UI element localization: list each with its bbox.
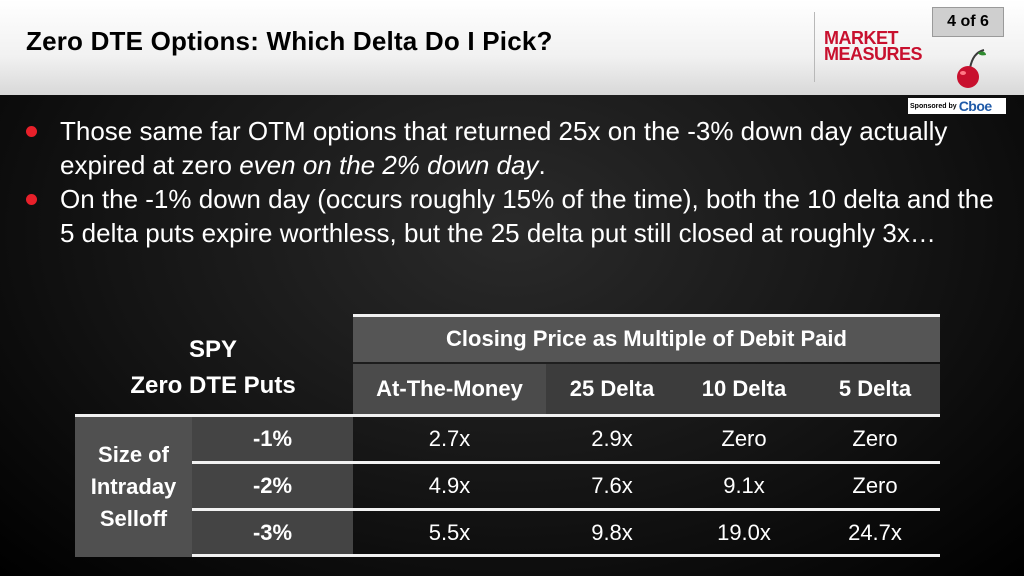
table-cell: 9.8x — [591, 519, 633, 545]
bullet-dot-icon — [26, 126, 37, 137]
bullet-text: Those same far OTM options that returned… — [60, 116, 948, 180]
logo-line-1: MARKET — [824, 28, 899, 48]
column-header-5-delta: 5 Delta — [810, 364, 940, 414]
table-cell: 9.1x — [723, 473, 765, 498]
row-group-line-1: Size of — [98, 442, 169, 467]
table-cell: Zero — [852, 426, 898, 451]
bullet-item: On the -1% down day (occurs roughly 15% … — [20, 182, 1010, 250]
row-group-line-2: Intraday — [90, 474, 177, 499]
table-cell: Zero — [721, 426, 767, 451]
bullet-text: On the -1% down day (occurs roughly 15% … — [60, 184, 994, 248]
table-cell: 7.6x — [591, 473, 633, 498]
slide-title: Zero DTE Options: Which Delta Do I Pick? — [26, 26, 553, 56]
table-column-headers: At-The-Money 25 Delta 10 Delta 5 Delta — [353, 364, 940, 414]
bullet-list: Those same far OTM options that returned… — [20, 114, 1010, 250]
row-group-line-3: Selloff — [99, 506, 168, 531]
corner-line-2: Zero DTE Puts — [130, 372, 296, 399]
column-header-25-delta: 25 Delta — [546, 364, 678, 414]
table-cell: 24.7x — [848, 519, 902, 545]
table-row: -1% 2.7x 2.9x Zero Zero — [192, 414, 940, 461]
slide-header: Zero DTE Options: Which Delta Do I Pick?… — [0, 0, 1024, 95]
table-cell: 4.9x — [428, 473, 471, 498]
table-cell: Zero — [852, 473, 898, 498]
logo-divider — [814, 12, 815, 82]
table-cell: 2.9x — [591, 426, 633, 451]
bullet-emphasis: even on the 2% down day — [239, 150, 539, 180]
table-cell: 5.5x — [428, 519, 471, 545]
bullet-text-end: . — [538, 150, 546, 180]
table-corner-label: SPY Zero DTE Puts — [75, 332, 351, 404]
page-number: 4 of 6 — [932, 7, 1004, 37]
sponsor-badge: Sponsored by Cboe — [908, 98, 1006, 114]
table-group-header: Closing Price as Multiple of Debit Paid — [353, 314, 940, 362]
table-row: -2% 4.9x 7.6x 9.1x Zero — [192, 461, 940, 508]
corner-line-1: SPY — [188, 336, 238, 363]
table-body: Size of Intraday Selloff -1% 2.7x 2.9x Z… — [75, 414, 940, 557]
market-measures-logo: MARKET MEASURES — [824, 28, 923, 64]
row-label: -3% — [192, 511, 353, 554]
table-row: -3% 5.5x 9.8x 19.0x 24.7x — [192, 508, 940, 557]
table-cell: 2.7x — [428, 426, 471, 451]
row-label: -1% — [192, 417, 353, 461]
bullet-dot-icon — [26, 194, 37, 205]
row-group-label: Size of Intraday Selloff — [75, 414, 192, 557]
table-cell: 19.0x — [717, 519, 771, 545]
cboe-logo: Cboe — [958, 98, 993, 114]
bullet-item: Those same far OTM options that returned… — [20, 114, 1010, 182]
row-label: -2% — [192, 464, 353, 508]
cherry-icon — [957, 49, 986, 88]
sponsor-label: Sponsored by — [910, 102, 957, 110]
column-header-atm: At-The-Money — [353, 364, 546, 414]
column-header-10-delta: 10 Delta — [678, 364, 810, 414]
logo-line-2: MEASURES — [824, 44, 923, 64]
